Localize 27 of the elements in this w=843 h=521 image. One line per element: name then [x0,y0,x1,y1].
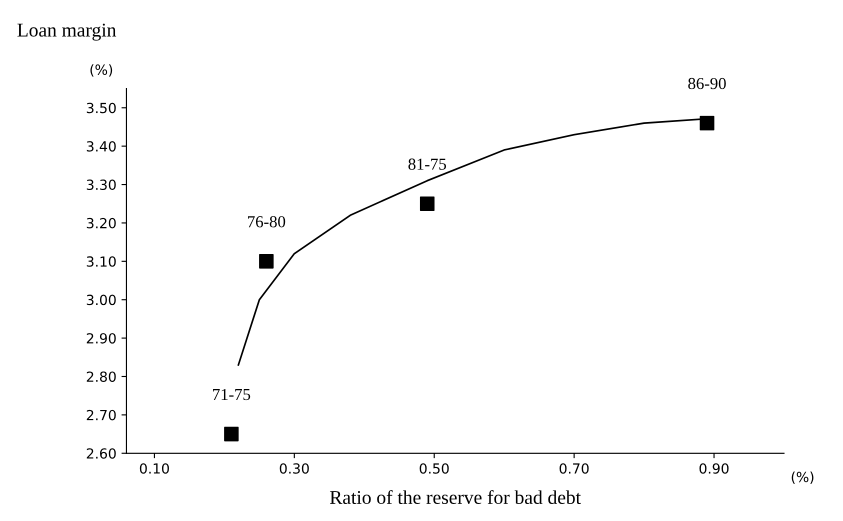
x-tick-label: 0.90 [699,463,729,474]
x-tick-label: 0.70 [560,463,589,474]
x-tick-label: 0.50 [420,463,449,474]
annotation: 86-90 [688,78,726,90]
chart-title: Loan margin [17,24,116,41]
y-axis-title: (%) [90,64,112,77]
text: (%) [792,472,814,484]
point [224,426,239,442]
x-axis-title: Ratio of the reserve for bad debt [330,490,581,504]
y-tick-label: 2.90 [86,333,116,344]
point [420,196,435,212]
y-tick-label: 3.20 [86,218,116,228]
point [700,116,714,130]
y-tick-label: 3.30 [86,180,116,190]
y-tick-label: 3.40 [86,141,116,152]
y-tick-label: 3.00 [86,294,116,306]
y-tick-label: 2.80 [86,371,116,382]
y-tick-label: 3.10 [86,256,116,267]
y-tick-label: 3.50 [86,102,116,114]
point [259,254,274,269]
x-tick-label: 0.30 [280,463,309,474]
annotation: 71-75 [213,388,250,400]
x-tick-label: 0.10 [140,463,169,474]
y-tick-label: 2.70 [86,410,116,420]
y-tick-label: 2.60 [86,448,116,459]
annotation: 81-75 [408,158,446,170]
annotation: 76-80 [248,216,286,228]
